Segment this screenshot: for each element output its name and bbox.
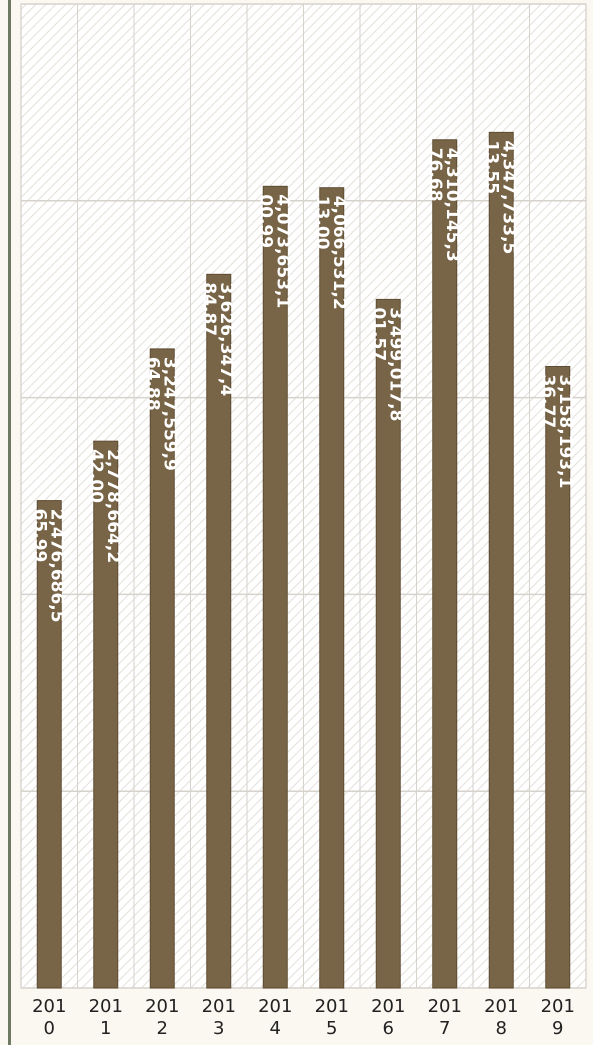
- bars: [36, 131, 571, 989]
- data-label-2013: 3,626,347,484.87: [199, 282, 236, 396]
- data-label-line: 3,626,347,4: [216, 282, 236, 396]
- data-label-line: 2,778,664,2: [103, 449, 123, 563]
- bar-2014: [262, 185, 288, 989]
- data-label-2016: 3,499,017,801.57: [368, 307, 405, 421]
- data-label-line: 64.88: [142, 357, 162, 411]
- x-tick-label: 7: [439, 1018, 450, 1039]
- x-tick-label: 6: [383, 1018, 394, 1039]
- data-label-line: 76.68: [425, 148, 445, 202]
- data-label-line: 65.99: [29, 509, 49, 563]
- x-tick-label: 201: [145, 996, 179, 1017]
- data-label-line: 3,158,193,1: [555, 374, 575, 488]
- x-tick-label: 201: [89, 996, 123, 1017]
- x-tick-label: 8: [496, 1018, 507, 1039]
- bar-2017: [432, 139, 458, 989]
- bar-2018: [488, 131, 514, 989]
- x-tick-label: 201: [428, 996, 462, 1017]
- data-label-2019: 3,158,193,136.77: [538, 374, 575, 488]
- data-label-2015: 4,066,531,213.00: [312, 196, 349, 310]
- bar-2016: [375, 298, 401, 989]
- data-label-line: 2,476,686,5: [46, 509, 66, 623]
- bar-2011: [93, 440, 119, 989]
- data-label-line: 4,066,531,2: [329, 196, 349, 310]
- x-tick-label: 201: [371, 996, 405, 1017]
- data-label-2017: 4,310,145,376.68: [425, 148, 462, 262]
- data-label-line: 13.00: [312, 196, 332, 250]
- x-tick-label: 201: [541, 996, 575, 1017]
- bar-2015: [319, 187, 345, 989]
- x-tick-label: 9: [552, 1018, 563, 1039]
- bar-2012: [149, 348, 175, 989]
- bar-2010: [36, 500, 62, 989]
- data-label-line: 13.55: [481, 140, 501, 194]
- data-label-line: 42.00: [86, 449, 106, 503]
- x-tick-label: 201: [202, 996, 236, 1017]
- data-label-line: 01.57: [368, 307, 388, 361]
- x-tick-label: 3: [213, 1018, 224, 1039]
- data-label-2011: 2,778,664,242.00: [86, 449, 123, 563]
- data-label-2018: 4,347,733,513.55: [481, 140, 518, 254]
- data-label-2014: 4,073,653,100.99: [255, 194, 292, 308]
- x-tick-label: 4: [270, 1018, 281, 1039]
- data-label-2010: 2,476,686,565.99: [29, 509, 66, 623]
- data-label-2012: 3,247,559,964.88: [142, 357, 179, 471]
- x-tick-label: 201: [315, 996, 349, 1017]
- x-tick-label: 2: [157, 1018, 168, 1039]
- x-tick-label: 201: [258, 996, 292, 1017]
- left-border-line: [8, 0, 11, 1045]
- data-label-line: 36.77: [538, 374, 558, 428]
- bar-2013: [206, 273, 232, 989]
- x-tick-label: 201: [484, 996, 518, 1017]
- x-tick-label: 0: [44, 1018, 55, 1039]
- left-border: [0, 0, 8, 1045]
- data-labels: 2,476,686,565.99 2,778,664,242.00 3,247,55…: [29, 140, 575, 622]
- data-label-line: 00.99: [255, 194, 275, 248]
- data-label-line: 4,073,653,1: [272, 194, 292, 308]
- data-label-line: 4,310,145,3: [442, 148, 462, 262]
- x-tick-label: 201: [32, 996, 66, 1017]
- data-label-line: 84.87: [199, 282, 219, 336]
- data-label-line: 3,247,559,9: [159, 357, 179, 471]
- bar-2019: [545, 365, 571, 989]
- x-tick-label: 5: [326, 1018, 337, 1039]
- x-tick-label: 1: [100, 1018, 111, 1039]
- data-label-line: 3,499,017,8: [385, 307, 405, 421]
- data-label-line: 4,347,733,5: [498, 140, 518, 254]
